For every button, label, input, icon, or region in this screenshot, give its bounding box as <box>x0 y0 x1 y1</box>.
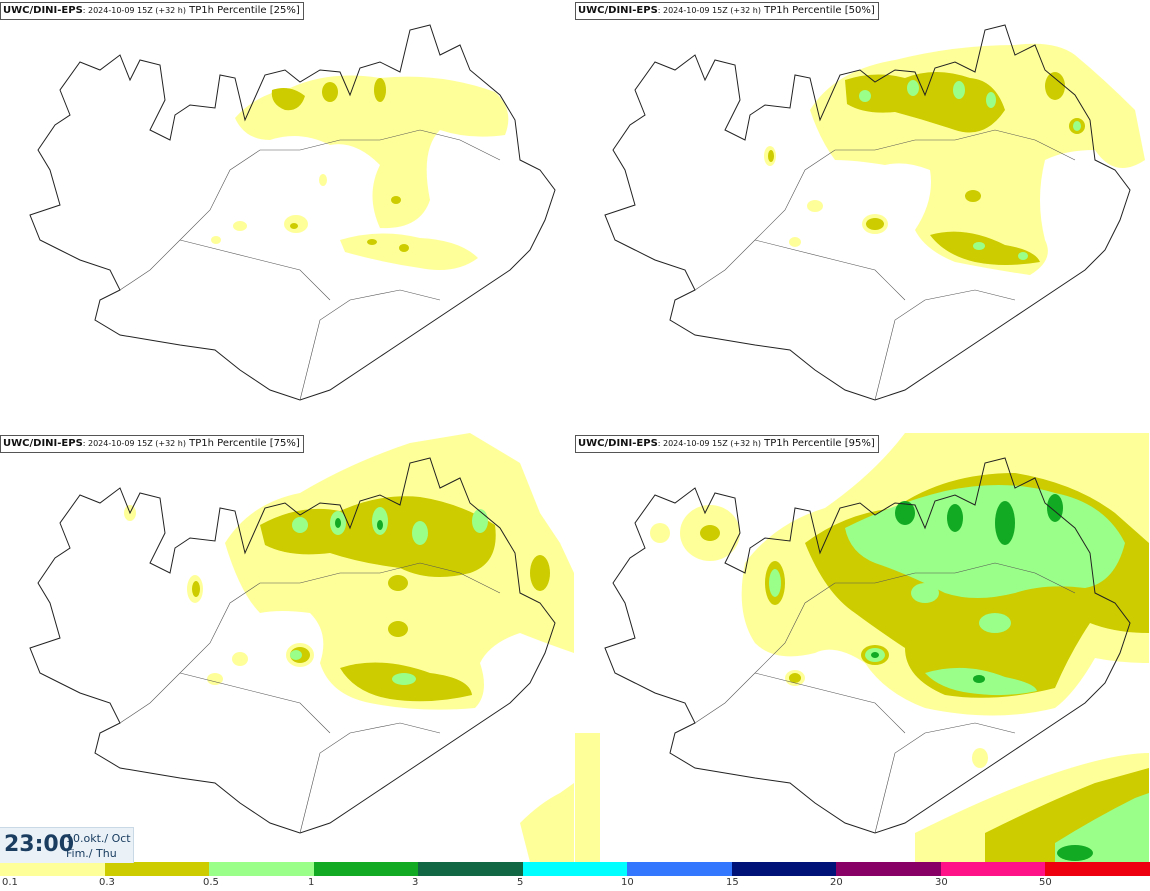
map-panel-p50: UWC/DINI-EPS: 2024-10-09 15Z (+32 h) TP1… <box>575 0 1149 429</box>
legend-swatch <box>731 862 837 876</box>
legend-label: 20 <box>830 877 843 888</box>
run-info: : 2024-10-09 15Z (+32 h) <box>82 6 186 15</box>
panel-header: UWC/DINI-EPS: 2024-10-09 15Z (+32 h) TP1… <box>575 435 879 453</box>
run-info: : 2024-10-09 15Z (+32 h) <box>657 439 761 448</box>
model-name: UWC/DINI-EPS <box>3 438 83 449</box>
panel-header: UWC/DINI-EPS: 2024-10-09 15Z (+32 h) TP1… <box>0 2 304 20</box>
coastline <box>604 24 1131 401</box>
legend-label: 3 <box>412 877 419 888</box>
legend-label: 0.5 <box>203 877 219 888</box>
legend-swatch <box>627 862 732 876</box>
map-panel-p95: UWC/DINI-EPS: 2024-10-09 15Z (+32 h) TP1… <box>575 433 1149 862</box>
legend-label: 1 <box>308 877 315 888</box>
coastline <box>604 457 1131 834</box>
param-label: TP1h Percentile [75%] <box>185 438 300 449</box>
roads <box>694 129 1076 401</box>
run-info: : 2024-10-09 15Z (+32 h) <box>82 439 186 448</box>
param-label: TP1h Percentile [95%] <box>760 438 875 449</box>
model-name: UWC/DINI-EPS <box>3 5 83 16</box>
valid-date-line1: 10.okt./ Oct <box>66 832 131 845</box>
param-label: TP1h Percentile [25%] <box>185 5 300 16</box>
roads <box>694 562 1076 834</box>
roads <box>119 129 501 401</box>
map-panel-p75: UWC/DINI-EPS: 2024-10-09 15Z (+32 h) TP1… <box>0 433 574 862</box>
legend-swatch <box>104 862 210 876</box>
param-label: TP1h Percentile [50%] <box>760 5 875 16</box>
legend-swatch <box>313 862 419 876</box>
legend-label: 0.3 <box>99 877 115 888</box>
color-legend: 0.1 0.3 0.5 1 3 5 10 15 20 30 50 <box>0 862 1150 891</box>
precip-map <box>29 433 574 862</box>
valid-time-box: 23:00 10.okt./ Oct Fim./ Thu <box>0 827 134 863</box>
legend-label: 50 <box>1039 877 1052 888</box>
panel-header: UWC/DINI-EPS: 2024-10-09 15Z (+32 h) TP1… <box>0 435 304 453</box>
legend-label: 30 <box>935 877 948 888</box>
legend-labels: 0.1 0.3 0.5 1 3 5 10 15 20 30 50 <box>0 877 1150 890</box>
panel-header: UWC/DINI-EPS: 2024-10-09 15Z (+32 h) TP1… <box>575 2 879 20</box>
precip-field <box>211 75 509 271</box>
precip-field <box>764 43 1145 275</box>
legend-swatch <box>836 862 941 876</box>
legend-color-bar <box>0 862 1150 876</box>
model-name: UWC/DINI-EPS <box>578 5 658 16</box>
map-panel-p25: UWC/DINI-EPS: 2024-10-09 15Z (+32 h) TP1… <box>0 0 574 429</box>
valid-time: 23:00 <box>4 832 75 857</box>
legend-label: 15 <box>726 877 739 888</box>
precip-map <box>29 24 556 401</box>
legend-label: 10 <box>621 877 634 888</box>
model-name: UWC/DINI-EPS <box>578 438 658 449</box>
legend-swatch <box>1045 862 1150 876</box>
roads <box>119 562 501 834</box>
legend-label: 5 <box>517 877 524 888</box>
legend-swatch <box>209 862 314 876</box>
legend-label: 0.1 <box>2 877 18 888</box>
valid-date-line2: Fim./ Thu <box>66 847 117 860</box>
coastline <box>29 24 556 401</box>
legend-swatch <box>940 862 1046 876</box>
precip-field <box>124 433 574 862</box>
precip-map <box>604 24 1145 401</box>
coastline <box>29 457 556 834</box>
legend-swatch <box>522 862 628 876</box>
run-info: : 2024-10-09 15Z (+32 h) <box>657 6 761 15</box>
legend-swatch <box>418 862 523 876</box>
valid-date: 10.okt./ Oct Fim./ Thu <box>66 831 131 861</box>
precip-field <box>575 433 1149 862</box>
precip-map <box>575 433 1149 862</box>
legend-swatch <box>0 862 105 876</box>
